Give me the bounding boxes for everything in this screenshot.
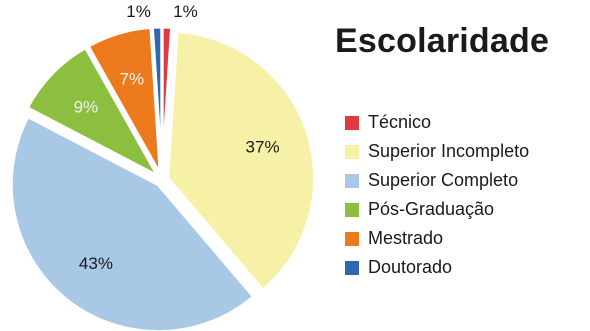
legend-label-superior-incompleto: Superior Incompleto <box>368 141 530 161</box>
slice-label-superior-completo: 43% <box>79 254 113 273</box>
legend-swatch-tecnico <box>345 115 359 130</box>
slice-label-doutorado: 1% <box>126 2 151 21</box>
legend-item-pos-graduacao: Pós-Graduação <box>345 195 529 224</box>
legend-item-superior-incompleto: Superior Incompleto <box>345 137 529 166</box>
legend-label-superior-completo: Superior Completo <box>368 170 519 190</box>
legend-item-doutorado: Doutorado <box>345 253 529 282</box>
slice-label-mestrado: 7% <box>120 69 145 88</box>
legend-label-mestrado: Mestrado <box>368 228 444 248</box>
legend-swatch-mestrado <box>345 231 359 246</box>
legend-swatch-superior-completo <box>345 173 359 188</box>
legend-label-pos-graduacao: Pós-Graduação <box>368 199 495 219</box>
legend-item-superior-completo: Superior Completo <box>345 166 529 195</box>
legend-item-mestrado: Mestrado <box>345 224 529 253</box>
slice-label-tecnico: 1% <box>173 2 198 21</box>
pie-slice-pos-graduacao <box>25 46 160 178</box>
slice-label-superior-incompleto: 37% <box>246 138 280 157</box>
pie-slice-mestrado <box>86 26 162 176</box>
pie-slice-superior-incompleto <box>166 29 317 292</box>
pie-slice-doutorado <box>150 25 164 176</box>
legend-item-tecnico: Técnico <box>345 108 529 137</box>
slice-label-pos-graduacao: 9% <box>74 97 99 116</box>
chart-legend: Técnico Superior Incompleto Superior Compl… <box>345 108 529 282</box>
legend-swatch-doutorado <box>345 260 359 275</box>
legend-label-doutorado: Doutorado <box>368 257 453 277</box>
pie-slice-superior-completo <box>9 115 256 331</box>
chart-title: Escolaridade <box>335 22 550 60</box>
legend-swatch-superior-incompleto <box>345 144 359 159</box>
legend-swatch-pos-graduacao <box>345 202 359 217</box>
legend-label-tecnico: Técnico <box>368 112 432 132</box>
